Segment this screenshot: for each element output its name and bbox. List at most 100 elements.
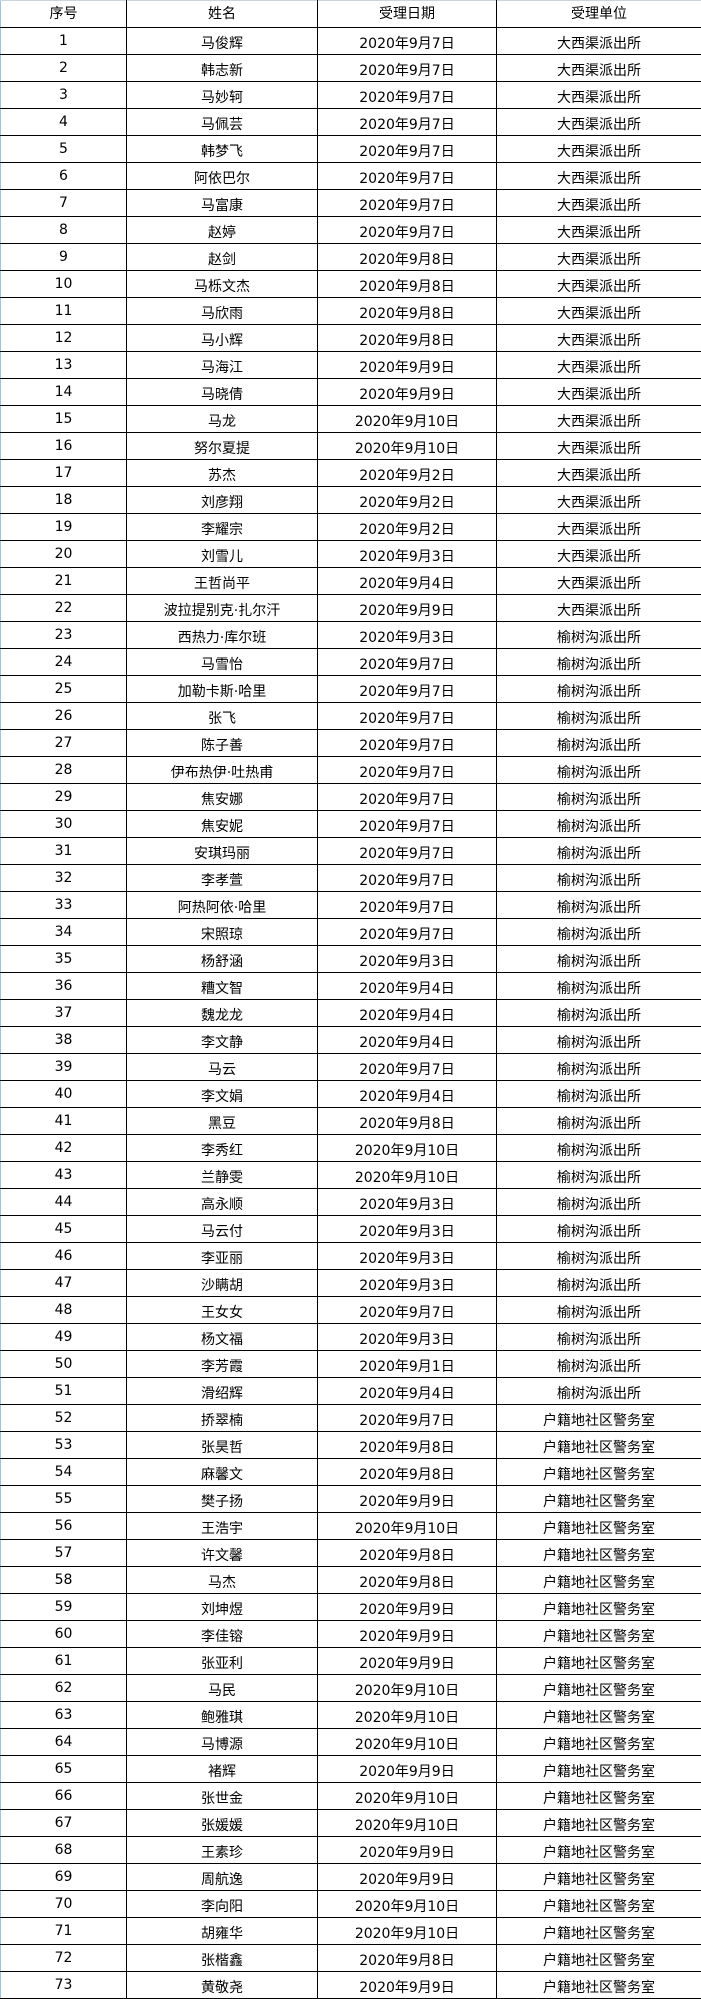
cell-unit: 大西渠派出所 <box>497 352 701 379</box>
cell-name: 马佩芸 <box>127 109 318 136</box>
cell-index: 50 <box>1 1351 127 1378</box>
cell-date: 2020年9月4日 <box>318 973 497 1000</box>
cell-name: 李佳镕 <box>127 1621 318 1648</box>
cell-name: 马龙 <box>127 406 318 433</box>
cell-index: 9 <box>1 244 127 271</box>
cell-name: 宋照琼 <box>127 919 318 946</box>
cell-name: 兰静雯 <box>127 1162 318 1189</box>
cell-name: 麻馨文 <box>127 1459 318 1486</box>
cell-unit: 大西渠派出所 <box>497 379 701 406</box>
cell-index: 51 <box>1 1378 127 1405</box>
cell-name: 马云 <box>127 1054 318 1081</box>
cell-unit: 榆树沟派出所 <box>497 865 701 892</box>
cell-name: 马晓倩 <box>127 379 318 406</box>
cell-name: 李文娟 <box>127 1081 318 1108</box>
cell-name: 胡雍华 <box>127 1918 318 1945</box>
cell-name: 加勒卡斯·哈里 <box>127 676 318 703</box>
cell-index: 5 <box>1 136 127 163</box>
cell-date: 2020年9月9日 <box>318 1972 497 1999</box>
cell-name: 马妙轲 <box>127 82 318 109</box>
cell-index: 20 <box>1 541 127 568</box>
cell-index: 26 <box>1 703 127 730</box>
cell-index: 8 <box>1 217 127 244</box>
cell-unit: 户籍地社区警务室 <box>497 1621 701 1648</box>
header-date: 受理日期 <box>318 1 497 28</box>
cell-date: 2020年9月4日 <box>318 1378 497 1405</box>
cell-index: 14 <box>1 379 127 406</box>
cell-index: 59 <box>1 1594 127 1621</box>
cell-date: 2020年9月10日 <box>318 1783 497 1810</box>
cell-index: 58 <box>1 1567 127 1594</box>
cell-date: 2020年9月7日 <box>318 757 497 784</box>
cell-unit: 榆树沟派出所 <box>497 1162 701 1189</box>
cell-name: 李亚丽 <box>127 1243 318 1270</box>
cell-unit: 户籍地社区警务室 <box>497 1810 701 1837</box>
cell-index: 33 <box>1 892 127 919</box>
cell-date: 2020年9月7日 <box>318 136 497 163</box>
cell-name: 黑豆 <box>127 1108 318 1135</box>
cell-date: 2020年9月10日 <box>318 1135 497 1162</box>
cell-name: 伊布热伊·吐热甫 <box>127 757 318 784</box>
cell-name: 糟文智 <box>127 973 318 1000</box>
cell-date: 2020年9月9日 <box>318 1594 497 1621</box>
cell-index: 42 <box>1 1135 127 1162</box>
cell-date: 2020年9月9日 <box>318 379 497 406</box>
cell-name: 黄敬尧 <box>127 1972 318 1999</box>
cell-name: 马博源 <box>127 1729 318 1756</box>
cell-unit: 榆树沟派出所 <box>497 1270 701 1297</box>
cell-index: 1 <box>1 28 127 55</box>
cell-unit: 户籍地社区警务室 <box>497 1594 701 1621</box>
cell-name: 马栎文杰 <box>127 271 318 298</box>
cell-date: 2020年9月7日 <box>318 55 497 82</box>
cell-unit: 大西渠派出所 <box>497 136 701 163</box>
cell-unit: 榆树沟派出所 <box>497 784 701 811</box>
cell-name: 李孝萱 <box>127 865 318 892</box>
cell-date: 2020年9月8日 <box>318 1459 497 1486</box>
cell-index: 25 <box>1 676 127 703</box>
cell-index: 10 <box>1 271 127 298</box>
cell-index: 56 <box>1 1513 127 1540</box>
cell-index: 72 <box>1 1945 127 1972</box>
cell-date: 2020年9月10日 <box>318 406 497 433</box>
cell-date: 2020年9月7日 <box>318 190 497 217</box>
cell-unit: 大西渠派出所 <box>497 568 701 595</box>
cell-date: 2020年9月10日 <box>318 1810 497 1837</box>
cell-index: 45 <box>1 1216 127 1243</box>
cell-name: 高永顺 <box>127 1189 318 1216</box>
cell-name: 王哲尚平 <box>127 568 318 595</box>
cell-index: 49 <box>1 1324 127 1351</box>
cell-name: 安琪玛丽 <box>127 838 318 865</box>
header-unit: 受理单位 <box>497 1 701 28</box>
cell-unit: 户籍地社区警务室 <box>497 1918 701 1945</box>
cell-unit: 榆树沟派出所 <box>497 622 701 649</box>
cell-date: 2020年9月7日 <box>318 703 497 730</box>
cell-name: 沙瞒胡 <box>127 1270 318 1297</box>
cell-name: 许文馨 <box>127 1540 318 1567</box>
cell-date: 2020年9月9日 <box>318 1756 497 1783</box>
cell-unit: 大西渠派出所 <box>497 460 701 487</box>
cell-date: 2020年9月3日 <box>318 1189 497 1216</box>
cell-unit: 榆树沟派出所 <box>497 676 701 703</box>
cell-date: 2020年9月9日 <box>318 1621 497 1648</box>
